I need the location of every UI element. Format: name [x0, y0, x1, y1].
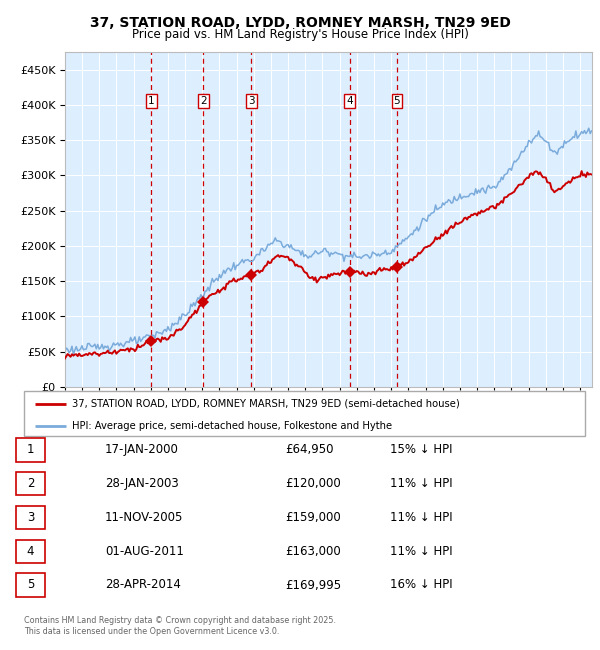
Text: 1: 1 [148, 96, 155, 107]
Text: 1: 1 [27, 443, 34, 456]
Text: 4: 4 [346, 96, 353, 107]
Text: 37, STATION ROAD, LYDD, ROMNEY MARSH, TN29 9ED (semi-detached house): 37, STATION ROAD, LYDD, ROMNEY MARSH, TN… [71, 398, 460, 409]
FancyBboxPatch shape [24, 391, 585, 436]
Text: £169,995: £169,995 [285, 578, 341, 592]
Text: 11-NOV-2005: 11-NOV-2005 [105, 511, 184, 524]
Text: £120,000: £120,000 [285, 477, 341, 490]
Text: 2: 2 [200, 96, 207, 107]
Text: 11% ↓ HPI: 11% ↓ HPI [390, 477, 452, 490]
Text: 15% ↓ HPI: 15% ↓ HPI [390, 443, 452, 456]
Text: 3: 3 [248, 96, 254, 107]
Text: 3: 3 [27, 511, 34, 524]
Text: 37, STATION ROAD, LYDD, ROMNEY MARSH, TN29 9ED: 37, STATION ROAD, LYDD, ROMNEY MARSH, TN… [89, 16, 511, 30]
Text: Price paid vs. HM Land Registry's House Price Index (HPI): Price paid vs. HM Land Registry's House … [131, 28, 469, 41]
Text: 2: 2 [27, 477, 34, 490]
Text: 5: 5 [27, 578, 34, 592]
Text: 28-APR-2014: 28-APR-2014 [105, 578, 181, 592]
Text: 4: 4 [27, 545, 34, 558]
Text: 01-AUG-2011: 01-AUG-2011 [105, 545, 184, 558]
Text: £163,000: £163,000 [285, 545, 341, 558]
Text: 5: 5 [394, 96, 400, 107]
Text: 16% ↓ HPI: 16% ↓ HPI [390, 578, 452, 592]
Text: £64,950: £64,950 [285, 443, 334, 456]
Text: Contains HM Land Registry data © Crown copyright and database right 2025.
This d: Contains HM Land Registry data © Crown c… [24, 616, 336, 636]
Text: 11% ↓ HPI: 11% ↓ HPI [390, 545, 452, 558]
Text: £159,000: £159,000 [285, 511, 341, 524]
Text: 17-JAN-2000: 17-JAN-2000 [105, 443, 179, 456]
Text: 11% ↓ HPI: 11% ↓ HPI [390, 511, 452, 524]
Text: HPI: Average price, semi-detached house, Folkestone and Hythe: HPI: Average price, semi-detached house,… [71, 421, 392, 431]
Text: 28-JAN-2003: 28-JAN-2003 [105, 477, 179, 490]
